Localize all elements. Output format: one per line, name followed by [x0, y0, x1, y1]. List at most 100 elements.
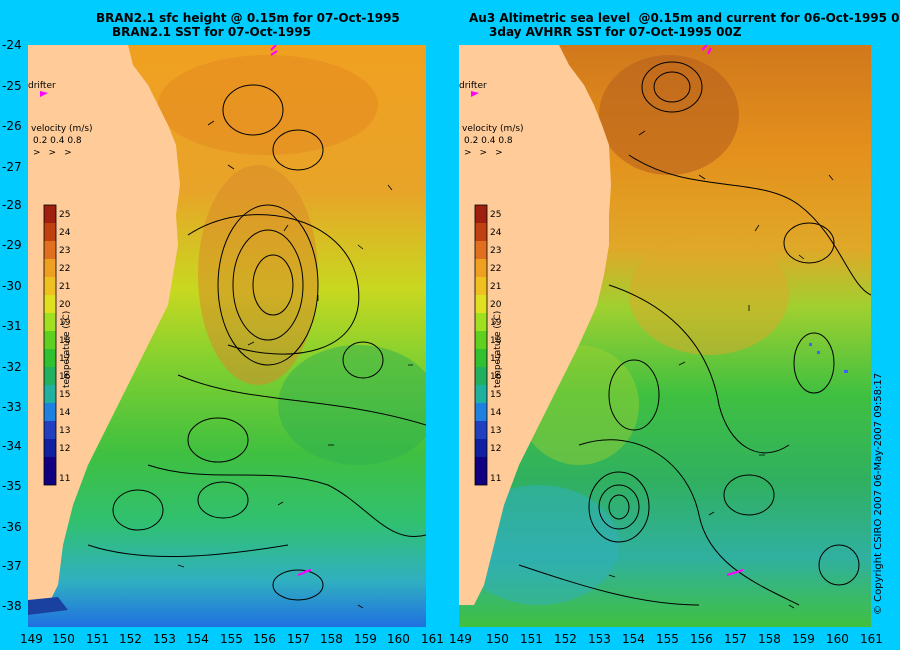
y-tick: -37 [2, 559, 22, 573]
cb-tick: 18 [490, 336, 502, 346]
x-tick: 153 [153, 632, 176, 646]
left-title-line1: BRAN2.1 sfc height @ 0.15m for 07-Oct-19… [96, 11, 400, 25]
cb-tick: 19 [59, 318, 71, 328]
left-velocity-label: velocity (m/s) [31, 124, 93, 134]
x-tick: 159 [792, 632, 815, 646]
right-cloud-pixels [809, 343, 848, 373]
cb-tick: 14 [490, 408, 502, 418]
cb-tick: 25 [490, 210, 502, 220]
y-tick: -25 [2, 79, 22, 93]
y-tick: -28 [2, 198, 22, 212]
x-tick: 155 [220, 632, 243, 646]
cb-tick: 17 [490, 354, 502, 364]
x-tick: 157 [724, 632, 747, 646]
cb-tick: 20 [59, 300, 71, 310]
left-drifter-label: drifter [28, 81, 56, 91]
y-tick: -32 [2, 360, 22, 374]
right-warm-middle [629, 235, 789, 355]
x-tick: 152 [119, 632, 142, 646]
right-velocity-arrows: >>> [464, 148, 511, 158]
left-title-line2: BRAN2.1 SST for 07-Oct-1995 [112, 25, 311, 39]
cb-tick: 13 [59, 426, 71, 436]
x-tick: 158 [320, 632, 343, 646]
y-tick: -33 [2, 400, 22, 414]
cb-tick: 17 [59, 354, 71, 364]
x-tick: 159 [354, 632, 377, 646]
cb-tick: 11 [59, 474, 71, 484]
x-tick: 152 [554, 632, 577, 646]
right-drifters [701, 45, 744, 576]
x-tick: 160 [826, 632, 849, 646]
y-tick: -31 [2, 319, 22, 333]
copyright: © Copyright CSIRO 2007 06-May-2007 09:58… [873, 372, 884, 615]
x-tick: 154 [622, 632, 645, 646]
x-tick: 149 [20, 632, 43, 646]
cb-tick: 24 [490, 228, 502, 238]
y-tick: -35 [2, 479, 22, 493]
right-title-line2: 3day AVHRR SST for 07-Oct-1995 00Z [489, 25, 742, 39]
x-tick: 161 [860, 632, 883, 646]
left-land [28, 45, 180, 605]
x-tick: 160 [387, 632, 410, 646]
cb-tick: 11 [490, 474, 502, 484]
cb-tick: 25 [59, 210, 71, 220]
right-title-line1: Au3 Altimetric sea level @0.15m and curr… [469, 11, 900, 25]
x-tick: 151 [520, 632, 543, 646]
right-map-svg [459, 45, 871, 627]
y-tick: -26 [2, 119, 22, 133]
y-tick: -36 [2, 520, 22, 534]
left-map-svg [28, 45, 426, 627]
cb-tick: 13 [490, 426, 502, 436]
cb-tick: 18 [59, 336, 71, 346]
cb-tick: 16 [59, 372, 71, 382]
left-cold-coast [28, 597, 68, 615]
right-drifter-legend-icon [471, 91, 479, 97]
cb-tick: 12 [59, 444, 71, 454]
y-tick: -38 [2, 599, 22, 613]
cb-tick: 23 [490, 246, 502, 256]
x-tick: 155 [656, 632, 679, 646]
right-drifter-label: drifter [459, 81, 487, 91]
right-contours [518, 61, 871, 606]
x-tick: 157 [287, 632, 310, 646]
y-tick: -27 [2, 160, 22, 174]
cb-tick: 20 [490, 300, 502, 310]
right-land [459, 45, 611, 605]
y-tick: -30 [2, 279, 22, 293]
cb-tick: 15 [59, 390, 71, 400]
left-map-panel [28, 45, 426, 627]
cb-tick: 19 [490, 318, 502, 328]
cb-tick: 24 [59, 228, 71, 238]
cb-tick: 22 [490, 264, 502, 274]
x-tick: 156 [690, 632, 713, 646]
right-map-panel [459, 45, 871, 627]
x-tick: 150 [52, 632, 75, 646]
cb-tick: 14 [59, 408, 71, 418]
left-current-arrows [177, 120, 413, 609]
y-tick: -29 [2, 238, 22, 252]
left-velocity-scale: 0.2 0.4 0.8 [33, 136, 82, 146]
right-colorbar [474, 204, 488, 486]
left-colorbar [43, 204, 57, 486]
left-contours [87, 84, 426, 601]
x-tick: 161 [421, 632, 444, 646]
cb-tick: 22 [59, 264, 71, 274]
x-tick: 150 [486, 632, 509, 646]
x-tick: 158 [758, 632, 781, 646]
x-tick: 149 [449, 632, 472, 646]
left-drifters [270, 45, 312, 576]
y-tick: -24 [2, 38, 22, 52]
cb-tick: 15 [490, 390, 502, 400]
x-tick: 151 [86, 632, 109, 646]
left-warm-north [158, 55, 378, 155]
left-drifter-legend-icon [40, 91, 48, 97]
left-velocity-arrows: >>> [33, 148, 80, 158]
x-tick: 154 [186, 632, 209, 646]
x-tick: 156 [253, 632, 276, 646]
cb-tick: 23 [59, 246, 71, 256]
cb-tick: 16 [490, 372, 502, 382]
right-velocity-scale: 0.2 0.4 0.8 [464, 136, 513, 146]
right-current-arrows [608, 130, 834, 609]
x-tick: 153 [588, 632, 611, 646]
y-tick: -34 [2, 439, 22, 453]
